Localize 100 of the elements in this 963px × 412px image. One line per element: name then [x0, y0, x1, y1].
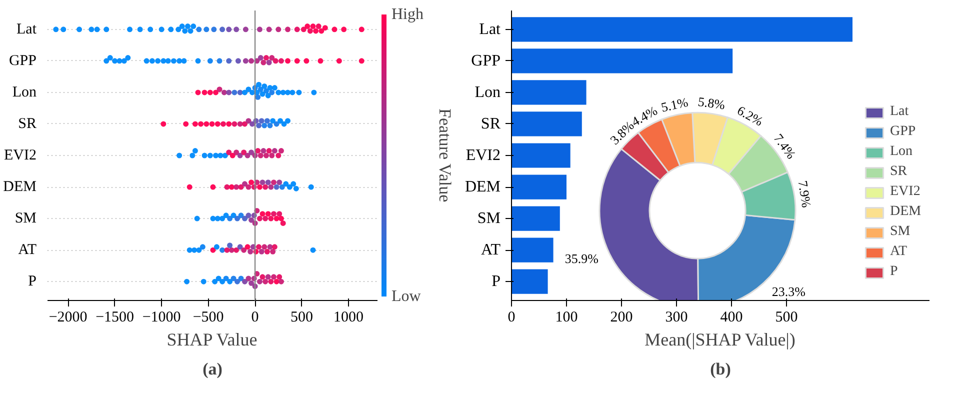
- legend-label: SR: [890, 164, 908, 180]
- point: [294, 26, 300, 32]
- point: [332, 26, 338, 32]
- bar: [512, 238, 554, 262]
- x-tick-label: 100: [555, 310, 578, 326]
- legend-label: P: [890, 264, 899, 280]
- point: [104, 26, 110, 32]
- point: [232, 90, 238, 96]
- point: [256, 278, 262, 284]
- point: [234, 26, 240, 32]
- x-tick-label: −1500: [96, 310, 134, 326]
- point: [341, 26, 347, 32]
- point: [137, 26, 143, 32]
- y-tick-label: DEM: [464, 178, 501, 196]
- y-tick-label: Lon: [474, 84, 501, 101]
- y-tick-label: Lon: [12, 84, 37, 100]
- data-label: 6.2%: [734, 102, 766, 129]
- y-tick-label: DEM: [3, 179, 37, 196]
- y-tick-label: GPP: [471, 52, 501, 70]
- y-tick-label: P: [28, 274, 36, 290]
- point: [127, 26, 133, 32]
- bar: [512, 206, 560, 231]
- point: [264, 248, 270, 254]
- bar: [512, 174, 566, 200]
- point: [200, 278, 206, 284]
- point: [144, 58, 150, 64]
- point: [194, 216, 200, 222]
- point: [202, 152, 208, 158]
- legend-label: Lon: [890, 144, 914, 160]
- x-tick-label: 500: [775, 310, 798, 326]
- x-tick-label: −2000: [48, 310, 88, 326]
- x-tick-label: −1000: [142, 310, 181, 326]
- point: [249, 90, 255, 96]
- point: [220, 216, 226, 222]
- y-tick-label: SM: [477, 210, 500, 228]
- point: [268, 184, 274, 190]
- point: [222, 152, 228, 158]
- legend-label: GPP: [890, 124, 917, 140]
- bar: [512, 269, 548, 294]
- data-label: 5.8%: [697, 94, 726, 112]
- y-tick-label: Lat: [16, 21, 38, 38]
- y-tick-label: GPP: [8, 52, 37, 69]
- x-tick-label: 0: [508, 310, 516, 326]
- point: [196, 247, 202, 253]
- y-tick-label: EVI2: [466, 147, 500, 164]
- point: [104, 58, 110, 64]
- point: [226, 26, 232, 32]
- point: [294, 58, 300, 64]
- text: (a): [202, 360, 222, 378]
- legend-label: EVI2: [890, 184, 920, 200]
- data-label: 5.1%: [660, 94, 690, 115]
- point: [207, 152, 213, 158]
- point: [76, 26, 82, 32]
- data-label: 7.9%: [795, 179, 814, 209]
- y-tick-label: SM: [14, 210, 37, 227]
- x-tick-label: 300: [665, 310, 688, 326]
- y-tick-label: AT: [480, 242, 501, 259]
- point: [60, 26, 66, 32]
- legend-label: AT: [890, 244, 908, 260]
- legend-label: DEM: [890, 204, 922, 220]
- point: [322, 25, 328, 31]
- point: [262, 216, 268, 222]
- x-tick-label: 1000: [334, 310, 364, 326]
- point: [190, 152, 196, 158]
- text: (b): [710, 360, 731, 378]
- point: [176, 26, 182, 32]
- bar: [512, 17, 852, 42]
- data-label: 23.3%: [772, 284, 806, 300]
- point: [195, 58, 201, 64]
- point: [121, 58, 127, 64]
- bar: [512, 143, 570, 168]
- y-tick-label: Lat: [479, 20, 502, 38]
- point: [268, 278, 274, 284]
- point: [274, 184, 280, 190]
- bar: [512, 80, 586, 105]
- point: [53, 26, 59, 32]
- color-bar-label: Low: [392, 288, 422, 305]
- point: [184, 278, 190, 284]
- legend-label: SM: [890, 224, 912, 240]
- point: [226, 90, 232, 96]
- x-axis-title: Mean(|SHAP Value|): [644, 330, 796, 350]
- point: [358, 26, 364, 32]
- y-tick-label: SR: [18, 116, 37, 132]
- point: [149, 58, 155, 64]
- point: [212, 278, 218, 284]
- point: [234, 278, 240, 284]
- data-label: 35.9%: [564, 250, 599, 266]
- point: [235, 58, 241, 64]
- point: [112, 58, 118, 64]
- point: [234, 216, 240, 222]
- x-tick-label: 0: [251, 310, 259, 326]
- point: [192, 247, 198, 253]
- point: [318, 58, 324, 64]
- point: [207, 58, 213, 64]
- point: [308, 184, 314, 190]
- y-tick-label: SR: [480, 115, 501, 132]
- bar: [512, 48, 733, 74]
- point: [211, 26, 217, 32]
- point: [94, 26, 100, 32]
- y-tick-label: P: [492, 273, 501, 290]
